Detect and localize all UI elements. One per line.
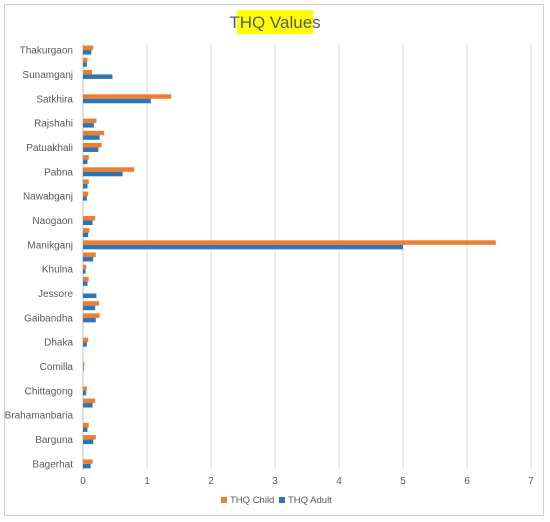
legend-swatch (279, 497, 285, 503)
bar-child (83, 94, 172, 99)
gridlines (82, 44, 532, 470)
bar-child (83, 422, 89, 428)
bar-child (83, 57, 88, 63)
legend-label: THQ Child (230, 495, 274, 506)
bar-adult (83, 98, 151, 104)
legend: THQ Child THQ Adult (221, 495, 332, 506)
x-tick-labels: 0 1 2 3 4 5 6 7 (80, 476, 534, 487)
x-tick-label: 4 (336, 476, 342, 487)
bar-adult (83, 439, 94, 445)
bar-adult (83, 147, 99, 152)
bar-child (83, 118, 97, 124)
category-label: Thakurgaon (20, 46, 73, 57)
bar-child (83, 215, 96, 221)
bar-child (83, 398, 96, 404)
bar-adult (83, 366, 84, 372)
bar-adult (83, 171, 123, 177)
legend-swatch (221, 497, 227, 503)
bars (83, 45, 496, 469)
bar-adult (83, 281, 88, 286)
legend-label: THQ Adult (288, 495, 332, 506)
bar-child (83, 362, 85, 367)
category-label: Brahamanbaria (5, 411, 74, 422)
category-label: Bagerhat (32, 459, 73, 470)
bar-adult (83, 463, 91, 469)
x-tick-label: 7 (528, 476, 534, 487)
bar-child (83, 167, 135, 172)
category-label: Dhaka (44, 338, 73, 349)
bar-child (83, 386, 87, 391)
bar-child (83, 252, 96, 257)
category-labels: Thakurgaon Sunamganj Satkhira Rajshahi Patua… (5, 46, 74, 471)
bar-adult (83, 305, 96, 311)
x-tick-label: 5 (400, 476, 406, 487)
category-label: Naogaon (32, 216, 73, 227)
bar-adult (83, 293, 97, 299)
bar-child (83, 337, 89, 343)
bar-adult (83, 244, 403, 250)
category-label: Satkhira (36, 94, 73, 105)
bar-adult (83, 50, 92, 55)
category-label: Khulna (42, 265, 74, 276)
category-label: Chittagong (25, 386, 73, 397)
bar-adult (83, 342, 87, 347)
category-label: Comilla (40, 362, 74, 373)
bar-adult (83, 159, 88, 165)
x-tick-label: 1 (144, 476, 150, 487)
bar-child (83, 155, 89, 160)
bar-adult (83, 183, 88, 189)
bar-child (83, 45, 94, 51)
category-label: Patuakhali (26, 143, 73, 154)
category-label: Jessore (38, 289, 73, 300)
bar-adult (83, 269, 86, 274)
category-label: Pabna (44, 167, 73, 178)
bar-child (83, 301, 99, 306)
bar-child (83, 240, 496, 245)
bar-adult (83, 317, 96, 323)
category-label: Manikganj (27, 240, 73, 251)
bar-adult (83, 390, 87, 396)
bar-child (83, 264, 87, 270)
bar-child (83, 228, 90, 233)
bar-child (83, 69, 92, 75)
x-tick-label: 6 (464, 476, 470, 487)
x-tick-label: 3 (272, 476, 278, 487)
bar-adult (83, 62, 87, 67)
x-tick-label: 2 (208, 476, 214, 487)
bar-adult (83, 232, 89, 238)
bar-adult (83, 123, 94, 128)
bar-child (83, 142, 102, 148)
category-label: Sunamganj (22, 70, 73, 81)
x-tick-label: 0 (80, 476, 86, 487)
bar-adult (83, 196, 87, 201)
bar-adult (83, 74, 113, 79)
bar-child (83, 459, 93, 464)
chart-frame (4, 4, 544, 516)
category-label: Barguna (35, 435, 73, 446)
bar-adult (83, 427, 88, 432)
category-label: Nawabganj (23, 192, 73, 203)
bar-adult (83, 403, 93, 408)
bar-adult (83, 220, 93, 225)
bar-child (83, 191, 89, 197)
bar-child (83, 313, 100, 318)
bar-adult (83, 257, 94, 262)
bar-child (83, 179, 89, 184)
title-highlight (237, 10, 313, 34)
chart-title: THQ Values (229, 13, 320, 32)
category-label: Rajshahi (34, 119, 73, 130)
bar-adult (83, 135, 100, 140)
bar-child (83, 130, 105, 136)
category-label: Gaibandha (24, 313, 73, 324)
bar-child (83, 276, 89, 282)
bar-child (83, 435, 96, 440)
